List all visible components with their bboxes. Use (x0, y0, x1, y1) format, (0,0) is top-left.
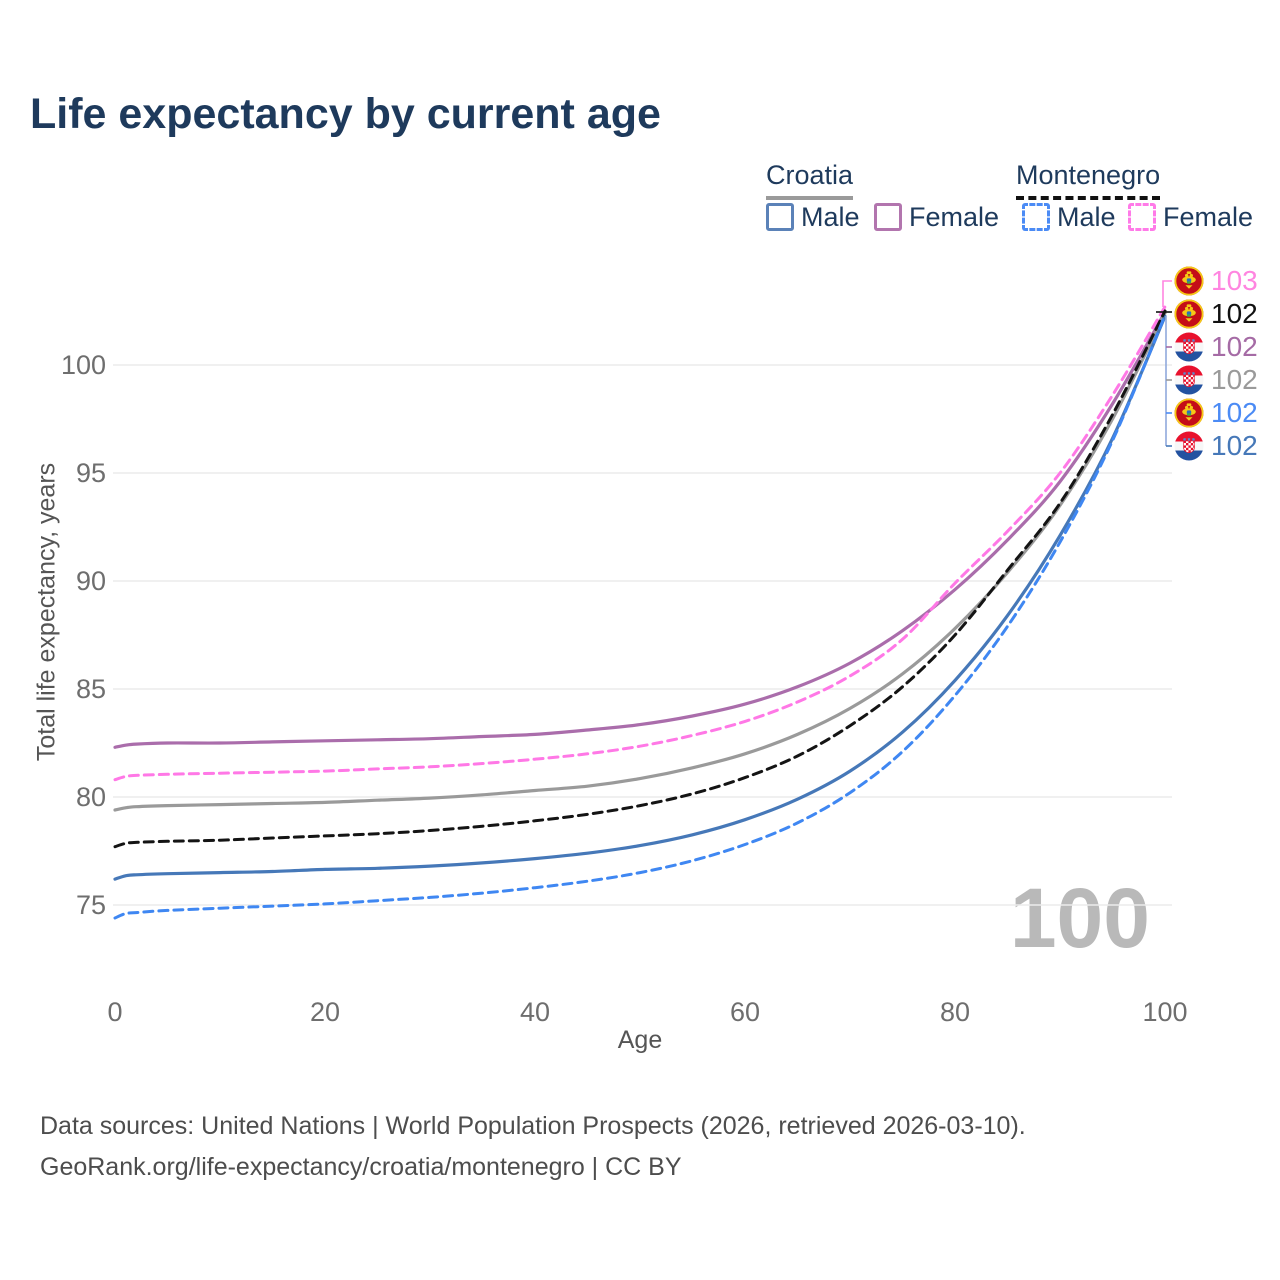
xtick-60: 60 (729, 997, 761, 1027)
line-montenegro-male (113, 313, 1167, 920)
xtick-100: 100 (1142, 997, 1188, 1027)
line-montenegro-total (113, 309, 1167, 849)
end-label-montenegro-total: 102 (1174, 298, 1258, 330)
xtick-20: 20 (309, 997, 341, 1027)
end-value: 102 (1211, 298, 1258, 329)
legend-checkbox-montenegro-male[interactable] (1022, 203, 1050, 231)
ytick-75: 75 (75, 890, 106, 920)
legend-label-croatia-male: Male (801, 202, 860, 232)
page-title: Life expectancy by current age (30, 90, 661, 138)
connector-montenegro-female (1162, 280, 1172, 307)
legend-label-montenegro-female: Female (1163, 202, 1254, 232)
line-croatia-total (113, 311, 1167, 812)
ytick-80: 80 (75, 782, 106, 812)
croatia-flag-icon (1174, 332, 1204, 362)
legend-label-croatia-female: Female (909, 202, 1000, 232)
ytick-90: 90 (75, 566, 106, 596)
legend-checkbox-croatia-female[interactable] (874, 203, 902, 231)
montenegro-flag-icon (1174, 299, 1204, 329)
label-connectors (1156, 280, 1172, 447)
footer: Data sources: United Nations | World Pop… (40, 1106, 1026, 1188)
ytick-95: 95 (75, 458, 106, 488)
xtick-0: 0 (107, 997, 123, 1027)
croatia-flag-icon (1174, 431, 1204, 461)
ytick-85: 85 (75, 674, 106, 704)
end-value: 103 (1211, 265, 1258, 296)
x-axis-title: Age (617, 1026, 663, 1054)
legend-checkbox-montenegro-female[interactable] (1128, 203, 1156, 231)
end-value: 102 (1211, 331, 1258, 362)
legend-group-croatia: Croatia (766, 160, 854, 200)
end-label-croatia-total: 102 (1174, 364, 1258, 396)
line-montenegro-female (113, 305, 1167, 782)
end-value: 102 (1211, 364, 1258, 395)
gridlines (113, 364, 1172, 906)
montenegro-flag-icon (1174, 266, 1204, 296)
end-label-croatia-female: 102 (1174, 331, 1258, 363)
line-croatia-female (113, 310, 1167, 749)
end-value: 102 (1211, 430, 1258, 461)
footer-line-2: GeoRank.org/life-expectancy/croatia/mont… (40, 1153, 682, 1181)
age-counter-watermark: 100 (1010, 871, 1150, 965)
montenegro-flag-icon (1174, 398, 1204, 428)
end-label-croatia-male: 102 (1174, 430, 1258, 462)
footer-line-1: Data sources: United Nations | World Pop… (40, 1112, 1026, 1140)
end-value: 102 (1211, 397, 1258, 428)
end-label-montenegro-male: 102 (1174, 397, 1258, 429)
legend-checkbox-croatia-male[interactable] (766, 203, 794, 231)
legend-group-montenegro: Montenegro (1016, 160, 1161, 200)
end-label-montenegro-female: 103 (1174, 265, 1258, 297)
xtick-80: 80 (939, 997, 971, 1027)
xtick-40: 40 (519, 997, 551, 1027)
line-croatia-male (113, 314, 1167, 881)
legend-label-montenegro-male: Male (1057, 202, 1116, 232)
ytick-100: 100 (60, 350, 106, 380)
series-lines (113, 305, 1167, 920)
croatia-flag-icon (1174, 365, 1204, 395)
